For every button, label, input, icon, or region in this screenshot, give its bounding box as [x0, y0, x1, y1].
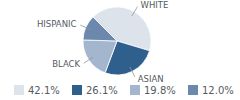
pie — [83, 7, 151, 75]
leader-line — [80, 25, 90, 29]
slice-label: WHITE — [140, 0, 168, 10]
legend-label: 12.0% — [202, 85, 234, 96]
legend: 42.1% 26.1% 19.8% 12.0% — [14, 85, 234, 96]
slice — [83, 40, 117, 73]
legend-swatch — [14, 85, 24, 95]
legend-swatch — [72, 85, 82, 95]
leader-line — [84, 57, 93, 63]
legend-swatch — [188, 85, 198, 95]
slice-labels: WHITE ASIAN BLACK HISPANIC — [37, 0, 168, 84]
legend-swatch — [130, 85, 140, 95]
slice-label: BLACK — [52, 59, 80, 69]
slice-label: ASIAN — [138, 74, 164, 84]
leader-line — [130, 67, 135, 77]
legend-label: 42.1% — [28, 85, 60, 96]
slice — [83, 17, 117, 41]
legend-label: 26.1% — [86, 85, 118, 96]
leader-line — [132, 7, 138, 17]
chart: WHITE ASIAN BLACK HISPANIC 42.1% 26.1% 19.8% 12… — [0, 0, 240, 100]
slice-label: HISPANIC — [37, 19, 77, 29]
legend-label: 19.8% — [144, 85, 176, 96]
